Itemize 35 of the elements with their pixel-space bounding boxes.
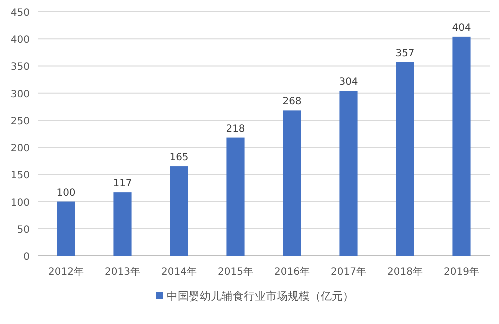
x-tick-label: 2013年 bbox=[105, 266, 140, 278]
data-label: 268 bbox=[282, 96, 302, 108]
y-tick-label: 300 bbox=[10, 89, 30, 100]
y-tick-label: 100 bbox=[10, 198, 30, 209]
data-label: 117 bbox=[113, 178, 132, 190]
x-tick-label: 2015年 bbox=[218, 266, 254, 278]
x-tick-label: 2016年 bbox=[274, 266, 310, 278]
bar bbox=[57, 202, 76, 256]
data-label: 404 bbox=[452, 22, 472, 34]
x-tick-label: 2019年 bbox=[444, 266, 480, 278]
bar bbox=[396, 62, 414, 256]
x-tick-label: 2017年 bbox=[331, 266, 366, 278]
y-tick-label: 250 bbox=[10, 116, 30, 128]
bar bbox=[114, 192, 132, 256]
y-tick-label: 50 bbox=[17, 224, 30, 236]
x-tick-label: 2018年 bbox=[388, 266, 423, 278]
bar bbox=[340, 91, 358, 256]
bar bbox=[452, 36, 471, 256]
y-tick-label: 200 bbox=[10, 144, 30, 155]
legend-label: 中国婴幼儿辅食行业市场规模（亿元） bbox=[167, 290, 354, 303]
x-tick-label: 2012年 bbox=[48, 266, 84, 278]
x-tick-label: 2014年 bbox=[162, 266, 197, 278]
data-label: 218 bbox=[226, 124, 246, 135]
bar bbox=[226, 138, 245, 256]
data-label: 304 bbox=[339, 77, 358, 88]
data-label: 357 bbox=[396, 48, 415, 60]
y-tick-label: 150 bbox=[10, 170, 30, 182]
bar bbox=[170, 166, 188, 256]
data-label: 165 bbox=[170, 152, 189, 164]
data-label: 100 bbox=[56, 188, 76, 199]
y-tick-label: 350 bbox=[10, 62, 30, 74]
y-tick-label: 0 bbox=[24, 252, 30, 263]
y-tick-label: 450 bbox=[10, 8, 30, 19]
bar bbox=[283, 110, 302, 256]
y-tick-label: 400 bbox=[10, 35, 30, 46]
